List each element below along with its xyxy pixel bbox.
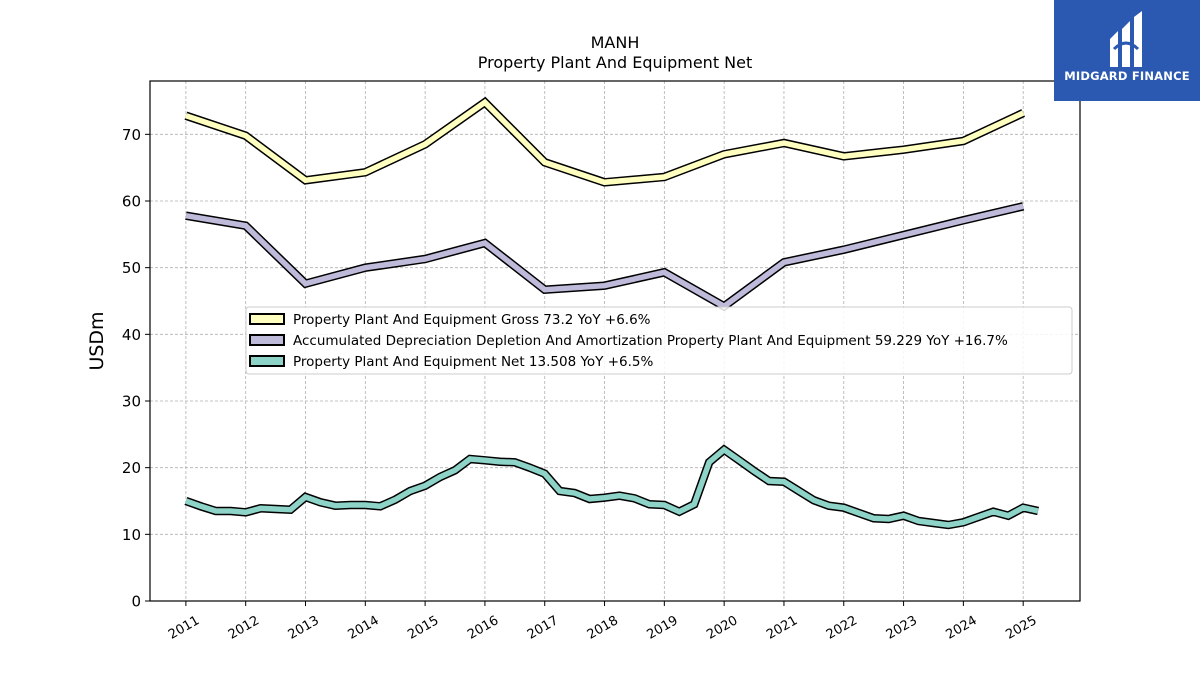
- brand-logo: MIDGARD FINANCE: [1054, 0, 1200, 101]
- series-line-0: [185, 98, 1025, 186]
- legend-swatch: [249, 334, 285, 346]
- y-tick-label: 70: [122, 126, 141, 144]
- legend: Property Plant And Equipment Gross 73.2 …: [245, 306, 1073, 375]
- legend-label: Property Plant And Equipment Net 13.508 …: [293, 354, 653, 370]
- legend-swatch: [249, 355, 285, 367]
- y-tick-label: 0: [131, 593, 141, 611]
- legend-label: Property Plant And Equipment Gross 73.2 …: [293, 312, 651, 328]
- legend-box: [245, 306, 1073, 375]
- chart-subtitle: Property Plant And Equipment Net: [478, 53, 753, 72]
- series-line-2: [184, 446, 1039, 528]
- y-axis-label: USDm: [86, 311, 108, 370]
- y-tick-label: 20: [122, 459, 141, 477]
- logo-text: MIDGARD FINANCE: [1064, 69, 1190, 83]
- y-tick-label: 60: [122, 193, 141, 211]
- legend-swatch: [249, 313, 285, 325]
- chart-title: MANH: [591, 33, 640, 52]
- midgard-logo-icon: [1110, 11, 1142, 67]
- y-tick-label: 30: [122, 393, 141, 411]
- series-lines: [184, 96, 1040, 530]
- y-tick-label: 50: [122, 259, 141, 277]
- y-tick-label: 40: [122, 326, 141, 344]
- legend-label: Accumulated Depreciation Depletion And A…: [293, 333, 1008, 349]
- y-tick-label: 10: [122, 526, 141, 544]
- plot-frame: [149, 80, 1081, 602]
- series-line-1: [185, 203, 1024, 310]
